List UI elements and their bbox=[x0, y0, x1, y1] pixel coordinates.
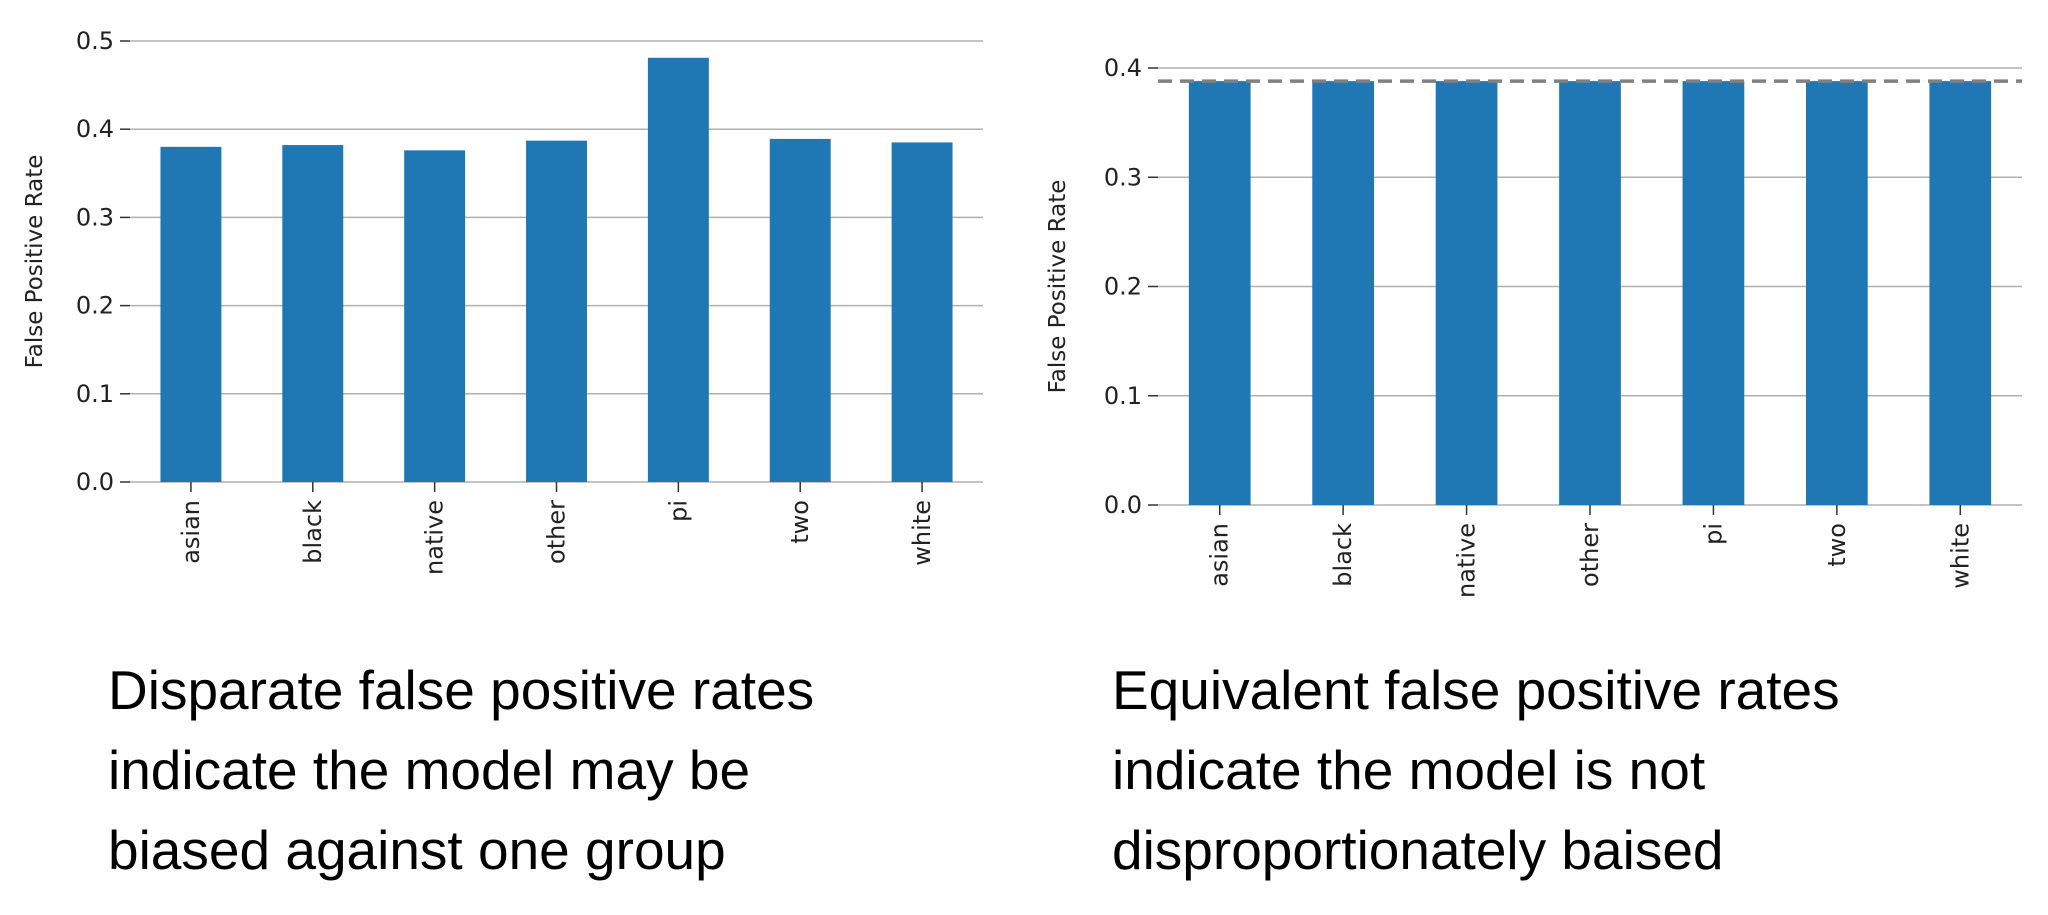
right-bar-black bbox=[1312, 81, 1374, 506]
right-ytick-label: 0.0 bbox=[1104, 491, 1142, 519]
right-xtick-label: native bbox=[1453, 523, 1481, 598]
left-xtick-label: white bbox=[908, 500, 936, 566]
right-bar-other bbox=[1559, 81, 1621, 506]
left-bar-two bbox=[769, 138, 831, 483]
right-bar-native bbox=[1435, 81, 1498, 506]
right-ytick-label: 0.1 bbox=[1104, 382, 1142, 410]
left-caption-line-3: biased against one group bbox=[108, 819, 726, 881]
left-xtick-label: native bbox=[421, 500, 449, 575]
right-xtick-label: other bbox=[1576, 523, 1604, 587]
right-xtick-label: white bbox=[1946, 523, 1974, 589]
left-xtick-label: asian bbox=[177, 500, 205, 564]
left-xtick-label: pi bbox=[664, 500, 692, 522]
right-ytick-label: 0.2 bbox=[1104, 273, 1142, 301]
left-caption-line-1: Disparate false positive rates bbox=[108, 659, 815, 721]
left-bar-black bbox=[282, 145, 344, 483]
left-ytick-label: 0.1 bbox=[76, 380, 114, 408]
left-bar-asian bbox=[160, 146, 222, 482]
left-ytick-label: 0.5 bbox=[76, 27, 114, 55]
left-bar-other bbox=[526, 140, 587, 482]
right-bar-asian bbox=[1188, 81, 1251, 506]
right-bar-white bbox=[1929, 81, 1992, 506]
right-caption: Equivalent false positive rates indicate… bbox=[1112, 650, 1840, 890]
left-ytick-label: 0.3 bbox=[76, 203, 114, 231]
left-bar-pi bbox=[647, 57, 709, 483]
left-ytick-label: 0.4 bbox=[76, 115, 114, 143]
right-caption-line-2: indicate the model is not bbox=[1112, 739, 1706, 801]
left-xtick-label: two bbox=[786, 500, 814, 544]
right-ytick-label: 0.3 bbox=[1104, 163, 1142, 191]
right-ytick-label: 0.4 bbox=[1104, 54, 1142, 82]
left-ylabel: False Positive Rate bbox=[22, 155, 48, 369]
right-bar-pi bbox=[1682, 81, 1745, 506]
right-xtick-label: black bbox=[1329, 523, 1357, 587]
left-bar-white bbox=[891, 142, 953, 482]
right-caption-line-1: Equivalent false positive rates bbox=[1112, 659, 1840, 721]
right-ylabel: False Positive Rate bbox=[1045, 180, 1071, 394]
left-ytick-label: 0.2 bbox=[76, 292, 114, 320]
right-xtick-label: pi bbox=[1699, 523, 1727, 545]
left-xtick-label: black bbox=[299, 500, 327, 564]
right-xtick-label: asian bbox=[1206, 523, 1234, 587]
left-caption: Disparate false positive rates indicate … bbox=[108, 650, 814, 890]
left-chart: 0.0 0.1 0.2 0.3 0.4 0.5 False Positive Rate asi… bbox=[22, 27, 983, 575]
right-bar-two bbox=[1806, 81, 1868, 506]
right-caption-line-3: disproportionately baised bbox=[1112, 819, 1724, 881]
right-xtick-label: two bbox=[1823, 523, 1851, 567]
left-bar-native bbox=[404, 150, 466, 483]
right-chart: 0.0 0.1 0.2 0.3 0.4 False Positive Rate asian b… bbox=[1045, 54, 2022, 598]
left-ytick-label: 0.0 bbox=[76, 468, 114, 496]
left-xtick-label: other bbox=[543, 500, 571, 564]
left-caption-line-2: indicate the model may be bbox=[108, 739, 751, 801]
